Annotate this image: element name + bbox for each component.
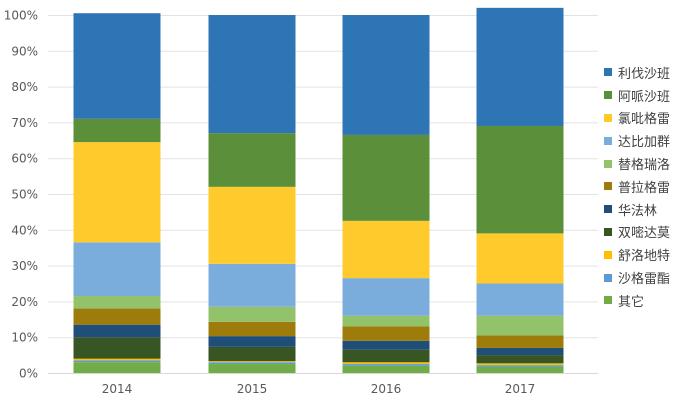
bar-segment bbox=[73, 324, 161, 338]
legend-label: 普拉格雷 bbox=[618, 180, 671, 196]
y-axis-tick-labels: 0% 10% 20% 30% 40% 50% 60% 70% 80% 90% 100% bbox=[4, 9, 38, 381]
legend-item: 舒洛地特 bbox=[604, 243, 698, 266]
legend-label: 氯吡格雷 bbox=[618, 112, 671, 128]
bar-segment bbox=[342, 315, 430, 327]
legend-item: 华法林 bbox=[604, 198, 698, 221]
bar-segment bbox=[476, 315, 564, 336]
bar-segment bbox=[73, 296, 161, 309]
y-tick-label: 0% bbox=[19, 367, 38, 381]
legend-item: 阿哌沙班 bbox=[604, 84, 698, 107]
y-tick-label: 60% bbox=[11, 152, 38, 166]
legend-swatch bbox=[604, 182, 612, 191]
bar-segment bbox=[342, 340, 430, 350]
x-axis-tick-labels: 2014 2015 2016 2017 bbox=[102, 382, 536, 396]
legend-item: 氯吡格雷 bbox=[604, 107, 698, 130]
bar-segment bbox=[73, 118, 161, 143]
bar-segment bbox=[342, 364, 430, 366]
legend-label: 利伐沙班 bbox=[618, 66, 671, 82]
bar-segment bbox=[73, 142, 161, 243]
bar-segment bbox=[476, 365, 564, 367]
legend-label: 舒洛地特 bbox=[618, 249, 671, 265]
y-tick-label: 70% bbox=[11, 116, 38, 130]
legend-item: 替格瑞洛 bbox=[604, 152, 698, 175]
bar-segment bbox=[342, 134, 430, 221]
legend-item: 普拉格雷 bbox=[604, 175, 698, 198]
legend-label: 沙格雷酯 bbox=[618, 272, 671, 288]
bar-segment bbox=[73, 13, 161, 119]
legend-label: 替格瑞洛 bbox=[618, 158, 671, 174]
x-tick-label: 2017 bbox=[505, 382, 536, 396]
legend-item: 利伐沙班 bbox=[604, 61, 698, 84]
bar-segment bbox=[73, 242, 161, 297]
legend: 利伐沙班阿哌沙班氯吡格雷达比加群替格瑞洛普拉格雷华法林双嘧达莫舒洛地特沙格雷酯其… bbox=[604, 61, 698, 312]
legend-label: 双嘧达莫 bbox=[618, 226, 671, 242]
y-tick-label: 90% bbox=[11, 44, 38, 58]
legend-label: 其它 bbox=[618, 294, 645, 310]
x-tick-label: 2016 bbox=[371, 382, 402, 396]
bar-segment bbox=[342, 349, 430, 363]
y-tick-label: 40% bbox=[11, 223, 38, 237]
legend-label: 达比加群 bbox=[618, 135, 671, 151]
bar-segment bbox=[476, 335, 564, 348]
x-tick-label: 2014 bbox=[102, 382, 133, 396]
bar-segment bbox=[208, 362, 296, 365]
legend-swatch bbox=[604, 159, 612, 168]
bar-segment bbox=[73, 308, 161, 325]
legend-swatch bbox=[604, 91, 612, 100]
bar-segment bbox=[208, 186, 296, 264]
legend-swatch bbox=[604, 136, 612, 145]
legend-item: 其它 bbox=[604, 289, 698, 312]
bar-segment bbox=[208, 15, 296, 134]
bar-segment bbox=[73, 362, 161, 373]
legend-swatch bbox=[604, 273, 612, 282]
bar-segment bbox=[208, 133, 296, 187]
bar-segment bbox=[476, 7, 564, 126]
bar-segment bbox=[342, 15, 430, 135]
bar-segment bbox=[342, 278, 430, 316]
bar-segment bbox=[73, 360, 161, 363]
bar-segment bbox=[208, 336, 296, 347]
bar-segment bbox=[476, 355, 564, 364]
bar-segment bbox=[208, 263, 296, 307]
legend-item: 双嘧达莫 bbox=[604, 221, 698, 244]
legend-swatch bbox=[604, 227, 612, 236]
legend-swatch bbox=[604, 205, 612, 214]
y-tick-label: 80% bbox=[11, 80, 38, 94]
y-tick-label: 50% bbox=[11, 188, 38, 202]
bar-segment bbox=[208, 361, 296, 363]
bar-segment bbox=[208, 346, 296, 362]
bar-segment bbox=[342, 365, 430, 373]
legend-swatch bbox=[604, 250, 612, 259]
bar-segment bbox=[342, 220, 430, 279]
legend-swatch bbox=[604, 113, 612, 122]
y-tick-label: 30% bbox=[11, 259, 38, 273]
legend-label: 阿哌沙班 bbox=[618, 89, 671, 105]
y-tick-label: 10% bbox=[11, 331, 38, 345]
bar-segment bbox=[476, 233, 564, 284]
x-tick-label: 2015 bbox=[237, 382, 268, 396]
bar-segment bbox=[208, 321, 296, 337]
bar-segment bbox=[73, 337, 161, 359]
legend-item: 沙格雷酯 bbox=[604, 266, 698, 289]
y-tick-label: 100% bbox=[4, 9, 38, 23]
legend-item: 达比加群 bbox=[604, 129, 698, 152]
bars bbox=[73, 7, 564, 373]
bar-segment bbox=[208, 364, 296, 373]
bar-segment bbox=[476, 366, 564, 373]
y-tick-label: 20% bbox=[11, 295, 38, 309]
bar-segment bbox=[342, 362, 430, 365]
bar-segment bbox=[476, 363, 564, 366]
bar-segment bbox=[476, 347, 564, 356]
bar-segment bbox=[342, 326, 430, 341]
bar-segment bbox=[73, 358, 161, 361]
bar-segment bbox=[208, 306, 296, 322]
legend-swatch bbox=[604, 296, 612, 305]
legend-label: 华法林 bbox=[618, 203, 658, 219]
bar-segment bbox=[476, 283, 564, 316]
bar-segment bbox=[476, 125, 564, 234]
legend-swatch bbox=[604, 68, 612, 77]
